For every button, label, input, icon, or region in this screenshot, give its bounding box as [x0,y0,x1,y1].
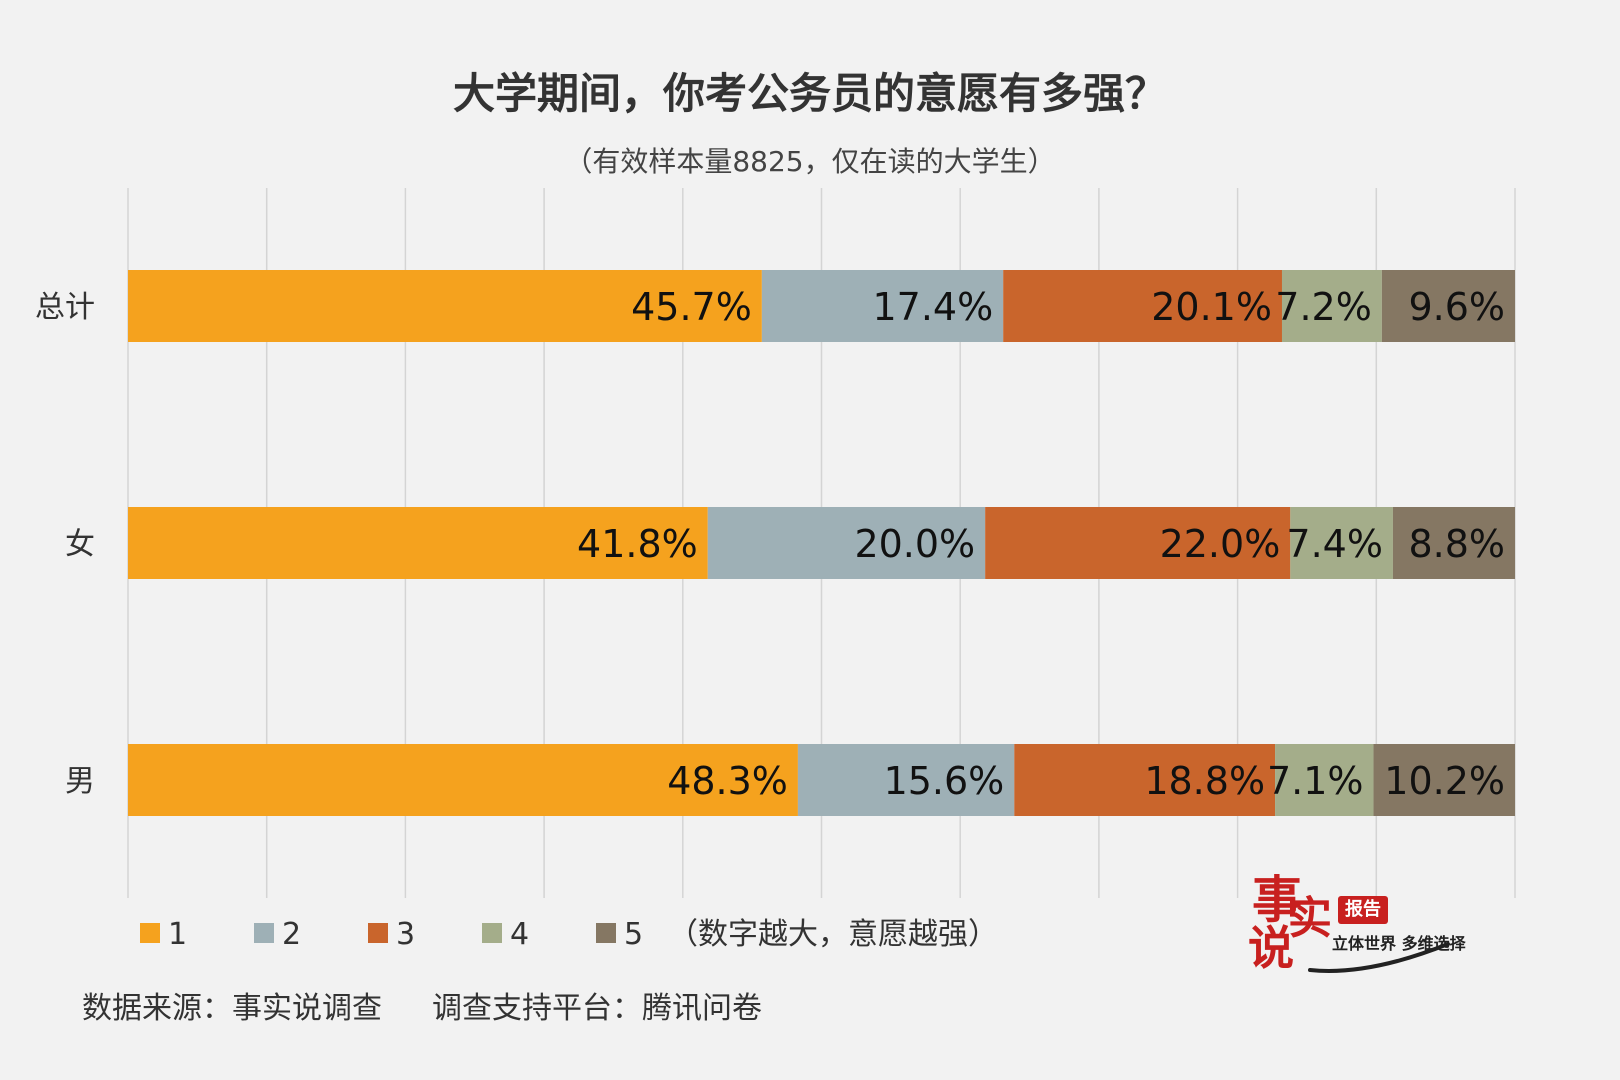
bar-2-series-2 [797,744,1015,816]
bar-1-series-4 [1290,507,1393,579]
data-label-0-series-3: 20.1% [1151,285,1272,329]
data-label-0-series-2: 17.4% [872,285,993,329]
brand-logo: 事 实 说 报告 立体世界 多维选择 [1248,866,1498,986]
legend-swatch-4 [482,923,502,943]
category-label-2: 男 [65,764,95,799]
logo-slogan: 立体世界 多维选择 [1332,934,1466,953]
data-label-0-series-4: 7.2% [1275,285,1372,329]
bar-0-series-2 [761,270,1004,342]
data-label-1-series-5: 8.8% [1408,522,1505,566]
legend-label-5: 5 [624,917,643,952]
data-label-1-series-4: 7.4% [1286,522,1383,566]
data-label-2-series-2: 15.6% [884,759,1005,803]
footer-platform: 调查支持平台：腾讯问卷 [432,991,762,1026]
bar-2-series-3 [1014,744,1276,816]
legend-swatch-1 [140,923,160,943]
bar-0-series-3 [1003,270,1282,342]
bar-0-series-4 [1281,270,1382,342]
data-label-1-series-2: 20.0% [854,522,975,566]
data-label-1-series-3: 22.0% [1160,522,1281,566]
legend-swatch-5 [596,923,616,943]
logo-badge: 报告 [1338,896,1388,924]
legend-label-4: 4 [510,917,529,952]
bar-1-series-1 [128,507,708,579]
legend-label-2: 2 [282,917,301,952]
logo-char-3: 说 [1248,921,1294,975]
legend-swatch-3 [368,923,388,943]
bar-1-series-5 [1392,507,1515,579]
data-label-0-series-1: 45.7% [631,285,752,329]
bar-0-series-1 [128,270,762,342]
bar-2-series-1 [128,744,798,816]
bar-2-series-4 [1275,744,1374,816]
data-label-1-series-1: 41.8% [577,522,698,566]
legend-note: （数字越大，意愿越强） [668,917,998,952]
chart-title: 大学期间，你考公务员的意愿有多强？ [453,69,1167,118]
data-label-2-series-5: 10.2% [1384,759,1505,803]
logo-swoosh-icon [1308,942,1450,973]
bar-1-series-2 [707,507,986,579]
data-label-2-series-3: 18.8% [1144,759,1265,803]
chart-subtitle: （有效样本量8825，仅在读的大学生） [564,145,1055,178]
bar-0-series-5 [1381,270,1515,342]
bar-1-series-3 [985,507,1291,579]
category-label-0: 总计 [35,290,95,325]
legend-swatch-2 [254,923,274,943]
logo-char-1: 事 [1252,870,1302,929]
data-label-0-series-5: 9.6% [1408,285,1505,329]
footer-source: 数据来源：事实说调查 [82,991,382,1026]
data-label-2-series-4: 7.1% [1267,759,1364,803]
logo-char-2: 实 [1288,893,1332,944]
category-label-1: 女 [65,527,95,562]
bar-2-series-5 [1373,744,1515,816]
legend-label-3: 3 [396,917,415,952]
data-label-2-series-1: 48.3% [667,759,788,803]
legend-label-1: 1 [168,917,187,952]
